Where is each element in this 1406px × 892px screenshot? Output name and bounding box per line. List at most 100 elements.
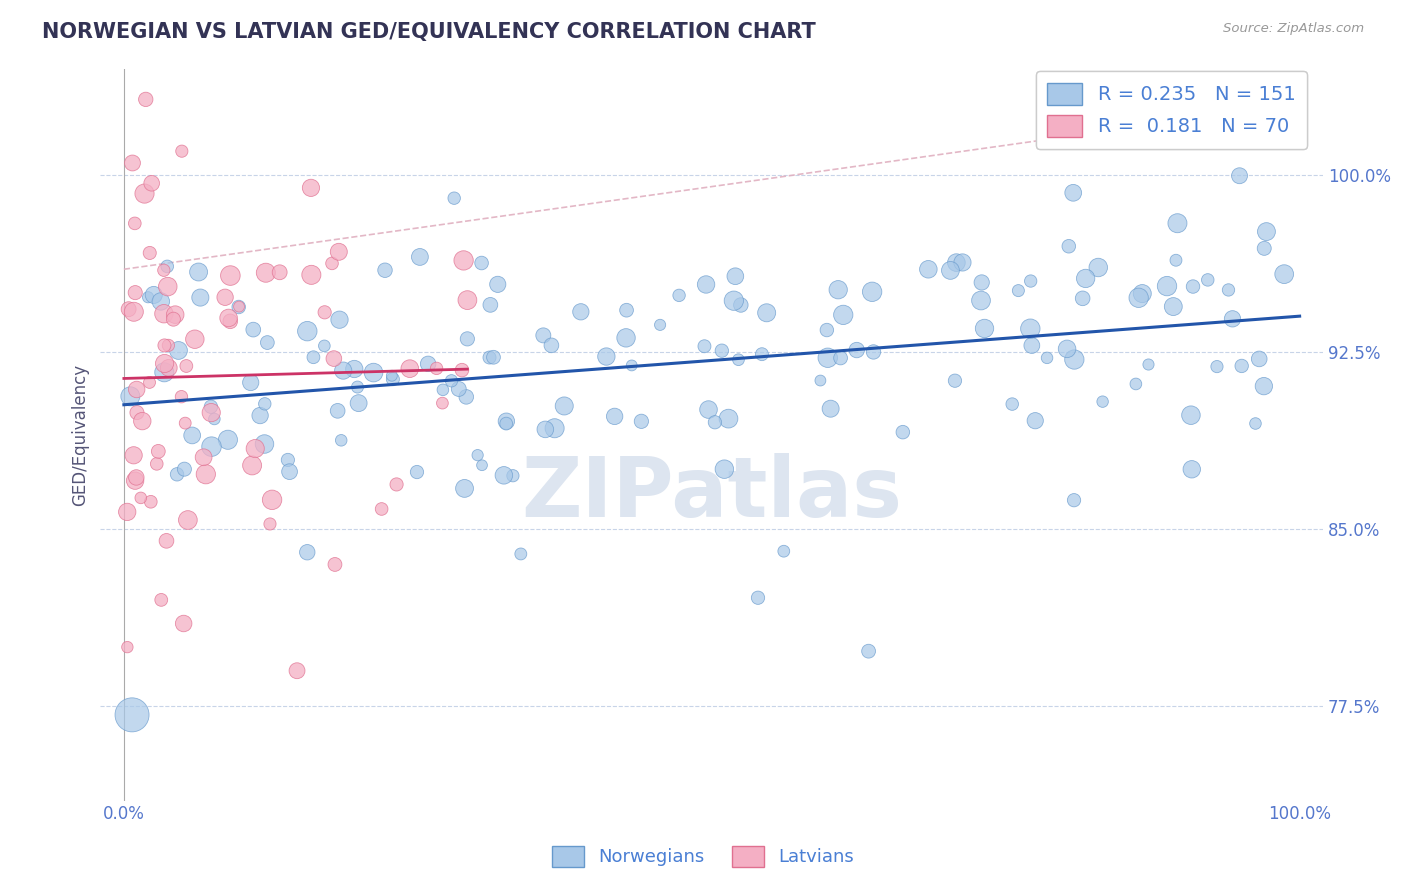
Point	[139, 246, 162, 260]
Point	[173, 616, 195, 631]
Point	[723, 293, 745, 308]
Point	[214, 290, 236, 304]
Point	[173, 462, 195, 476]
Point	[277, 453, 299, 467]
Point	[299, 268, 322, 282]
Point	[703, 415, 725, 429]
Point	[188, 291, 211, 305]
Point	[862, 345, 884, 359]
Point	[326, 404, 349, 418]
Point	[153, 263, 176, 277]
Point	[1244, 417, 1267, 431]
Point	[502, 468, 524, 483]
Point	[120, 389, 142, 403]
Point	[153, 307, 176, 321]
Point	[755, 306, 778, 320]
Point	[620, 359, 643, 373]
Point	[145, 457, 167, 471]
Point	[509, 547, 531, 561]
Point	[1249, 351, 1271, 366]
Point	[297, 324, 319, 338]
Point	[259, 516, 281, 531]
Point	[347, 396, 370, 410]
Point	[724, 269, 747, 284]
Point	[1128, 291, 1150, 305]
Point	[1253, 241, 1275, 255]
Point	[253, 437, 276, 451]
Point	[129, 491, 152, 505]
Point	[471, 256, 494, 270]
Point	[858, 644, 880, 658]
Point	[614, 331, 637, 345]
Point	[153, 357, 176, 371]
Point	[138, 376, 160, 390]
Text: ZIPatlas: ZIPatlas	[522, 452, 903, 533]
Point	[492, 468, 515, 483]
Point	[1197, 273, 1219, 287]
Point	[695, 277, 717, 292]
Point	[346, 380, 368, 394]
Point	[1019, 321, 1042, 335]
Point	[973, 321, 995, 335]
Point	[121, 707, 143, 722]
Point	[970, 293, 993, 308]
Point	[495, 417, 517, 431]
Point	[187, 265, 209, 279]
Point	[1063, 352, 1085, 367]
Point	[451, 363, 474, 377]
Point	[1021, 338, 1043, 352]
Point	[1063, 493, 1085, 508]
Legend: Norwegians, Latvians: Norwegians, Latvians	[544, 838, 862, 874]
Point	[1001, 397, 1024, 411]
Point	[181, 428, 204, 442]
Point	[219, 268, 242, 283]
Point	[1062, 186, 1084, 200]
Point	[432, 396, 454, 410]
Point	[860, 285, 883, 299]
Point	[374, 263, 396, 277]
Point	[952, 255, 974, 269]
Point	[569, 305, 592, 319]
Point	[693, 339, 716, 353]
Point	[314, 339, 336, 353]
Point	[467, 448, 489, 462]
Point	[478, 351, 501, 365]
Point	[381, 372, 404, 386]
Point	[167, 343, 190, 358]
Point	[830, 351, 852, 365]
Point	[156, 279, 179, 293]
Point	[479, 298, 502, 312]
Point	[148, 444, 170, 458]
Point	[176, 359, 198, 373]
Point	[125, 406, 148, 420]
Point	[1036, 351, 1059, 365]
Point	[141, 176, 163, 190]
Point	[1272, 267, 1295, 281]
Point	[845, 343, 868, 357]
Point	[218, 310, 240, 325]
Point	[170, 390, 193, 404]
Point	[1218, 283, 1240, 297]
Point	[170, 144, 193, 158]
Point	[815, 323, 838, 337]
Point	[117, 302, 139, 317]
Point	[456, 293, 478, 307]
Point	[1056, 342, 1078, 356]
Point	[603, 409, 626, 424]
Point	[121, 156, 143, 170]
Point	[278, 465, 301, 479]
Point	[456, 390, 478, 404]
Point	[321, 256, 343, 270]
Point	[177, 513, 200, 527]
Point	[1024, 414, 1046, 428]
Point	[314, 305, 336, 319]
Point	[155, 533, 177, 548]
Point	[717, 411, 740, 425]
Point	[1182, 279, 1205, 293]
Point	[302, 350, 325, 364]
Point	[343, 362, 366, 376]
Point	[381, 368, 404, 383]
Point	[534, 422, 557, 436]
Point	[747, 591, 769, 605]
Point	[142, 288, 165, 302]
